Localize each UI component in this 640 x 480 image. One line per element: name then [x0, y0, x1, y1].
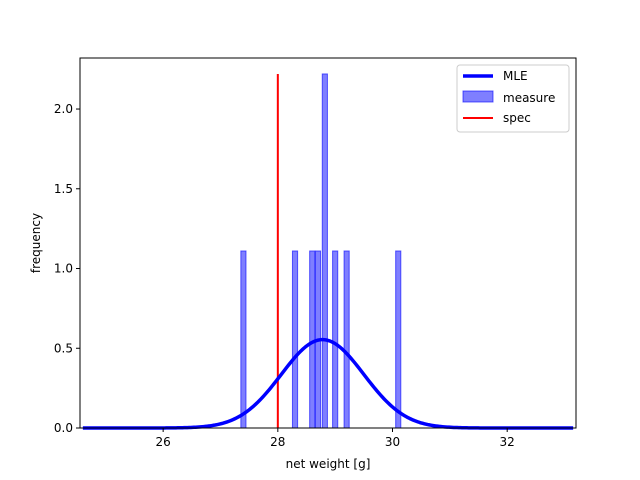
- x-tick-label: 26: [156, 435, 171, 449]
- legend-swatch-measure: [462, 90, 494, 103]
- legend-label-spec: spec: [503, 111, 531, 125]
- x-tick-label: 30: [385, 435, 400, 449]
- histogram-bar-2: [309, 250, 316, 429]
- histogram-bar-1: [291, 250, 299, 429]
- histogram-bar-7: [395, 250, 402, 429]
- y-tick-label: 0.0: [54, 421, 73, 435]
- x-tick-label: 32: [500, 435, 515, 449]
- histogram-bar-5: [332, 250, 339, 429]
- y-axis-label: frequency: [29, 213, 43, 273]
- x-tick-label: 28: [270, 435, 285, 449]
- legend: MLE measure spec: [456, 64, 570, 133]
- y-axis-ticks: 0.0 0.5 1.0 1.5 2.0: [54, 102, 80, 435]
- legend-label-measure: measure: [503, 91, 555, 105]
- histogram-bar-6: [343, 250, 350, 429]
- y-tick-label: 1.5: [54, 182, 73, 196]
- legend-frame: [456, 64, 570, 133]
- y-tick-label: 0.5: [54, 341, 73, 355]
- histogram-bar-4: [321, 73, 328, 429]
- x-axis-ticks: 26 28 30 32: [156, 428, 515, 449]
- y-tick-label: 2.0: [54, 102, 73, 116]
- histogram-bar-0: [240, 250, 247, 429]
- legend-label-mle: MLE: [503, 69, 528, 83]
- x-axis-label: net weight [g]: [286, 457, 371, 471]
- y-tick-label: 1.0: [54, 262, 73, 276]
- plot-frame: [79, 57, 577, 429]
